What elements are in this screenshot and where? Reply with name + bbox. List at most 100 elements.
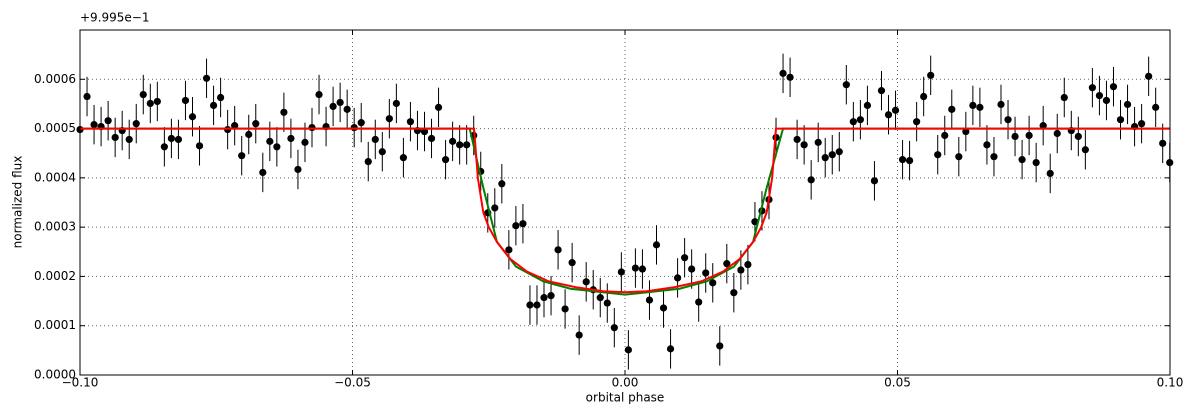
data-point (884, 111, 893, 119)
plot-frame (79, 29, 1171, 376)
data-point (1095, 91, 1104, 100)
data-point (280, 108, 288, 116)
data-point (547, 292, 555, 300)
data-point (202, 74, 211, 82)
data-point (997, 100, 1005, 109)
data-point (877, 87, 886, 95)
data-point (793, 135, 801, 144)
data-point (378, 148, 386, 156)
data-point (786, 73, 794, 81)
x-tick-label: 0.05 (884, 376, 911, 390)
data-point (730, 289, 738, 297)
data-point (1123, 100, 1132, 109)
data-point (90, 121, 98, 129)
data-point (645, 296, 654, 304)
data-point (779, 69, 787, 77)
data-point (814, 138, 822, 146)
data-point (209, 101, 218, 110)
y-tick-label: 0.0002 (34, 269, 76, 283)
data-point (983, 141, 991, 149)
data-point (1109, 83, 1118, 91)
data-point (1011, 132, 1019, 141)
data-point (399, 154, 408, 162)
data-point (1004, 116, 1012, 124)
data-point (1138, 120, 1146, 128)
data-point (132, 120, 140, 128)
data-point (498, 180, 506, 188)
data-point (927, 71, 935, 79)
data-point (406, 118, 415, 126)
data-point (898, 156, 907, 164)
data-point (610, 324, 618, 332)
y-tick-label: 0.0005 (34, 121, 76, 135)
y-tick-label: 0.0004 (34, 170, 76, 184)
data-point (941, 131, 949, 140)
data-point (266, 137, 274, 145)
data-point (863, 101, 872, 110)
data-point (744, 261, 752, 269)
data-point (456, 141, 464, 149)
data-point (491, 204, 499, 212)
data-point (695, 298, 703, 306)
data-point (568, 259, 576, 267)
data-point (160, 143, 168, 151)
data-point (709, 279, 717, 287)
data-point (681, 254, 689, 262)
data-point (273, 143, 281, 151)
data-point (139, 90, 147, 99)
data-point (392, 99, 400, 108)
data-point (195, 142, 204, 150)
data-point (512, 222, 520, 230)
data-point (617, 268, 625, 276)
y-tick-label: 0.0003 (34, 220, 76, 234)
data-point (153, 97, 161, 106)
data-point (1053, 129, 1061, 138)
data-point (821, 154, 829, 162)
data-point (920, 92, 928, 101)
data-point (111, 133, 119, 142)
data-point (188, 113, 197, 121)
data-point (955, 153, 963, 161)
x-axis-label: orbital phase (586, 391, 665, 405)
data-point (357, 119, 365, 127)
data-point (891, 106, 900, 114)
data-point (181, 96, 190, 105)
x-tick-label: −0.10 (62, 376, 99, 390)
data-point (638, 265, 647, 273)
x-tick-label: 0.10 (1157, 376, 1184, 390)
data-point (519, 220, 527, 228)
data-point (104, 117, 112, 125)
data-point (807, 176, 815, 184)
data-point (174, 135, 183, 144)
data-point (385, 115, 393, 123)
data-point (934, 151, 942, 159)
data-point (1159, 139, 1167, 147)
data-point (371, 135, 379, 144)
data-point (1074, 132, 1082, 141)
data-point (463, 141, 471, 149)
data-point (737, 266, 745, 274)
data-point (800, 141, 808, 149)
data-point (1102, 96, 1111, 105)
data-point (167, 134, 175, 143)
data-point (533, 301, 541, 309)
data-point (596, 294, 604, 302)
data-point (969, 101, 977, 110)
data-point (856, 116, 864, 124)
data-point (259, 168, 267, 177)
data-point (624, 346, 632, 354)
data-point (1088, 84, 1096, 92)
data-point (364, 157, 372, 166)
data-point (287, 134, 295, 143)
data-point (252, 120, 260, 128)
data-point (870, 177, 879, 185)
data-point (449, 137, 457, 145)
data-point (905, 157, 914, 165)
data-point (962, 127, 970, 136)
data-point (1152, 103, 1160, 111)
y-tick-label: 0.0001 (34, 318, 76, 332)
data-point (441, 156, 450, 164)
data-point (1018, 156, 1026, 164)
data-point (83, 92, 91, 101)
data-point (301, 138, 309, 146)
